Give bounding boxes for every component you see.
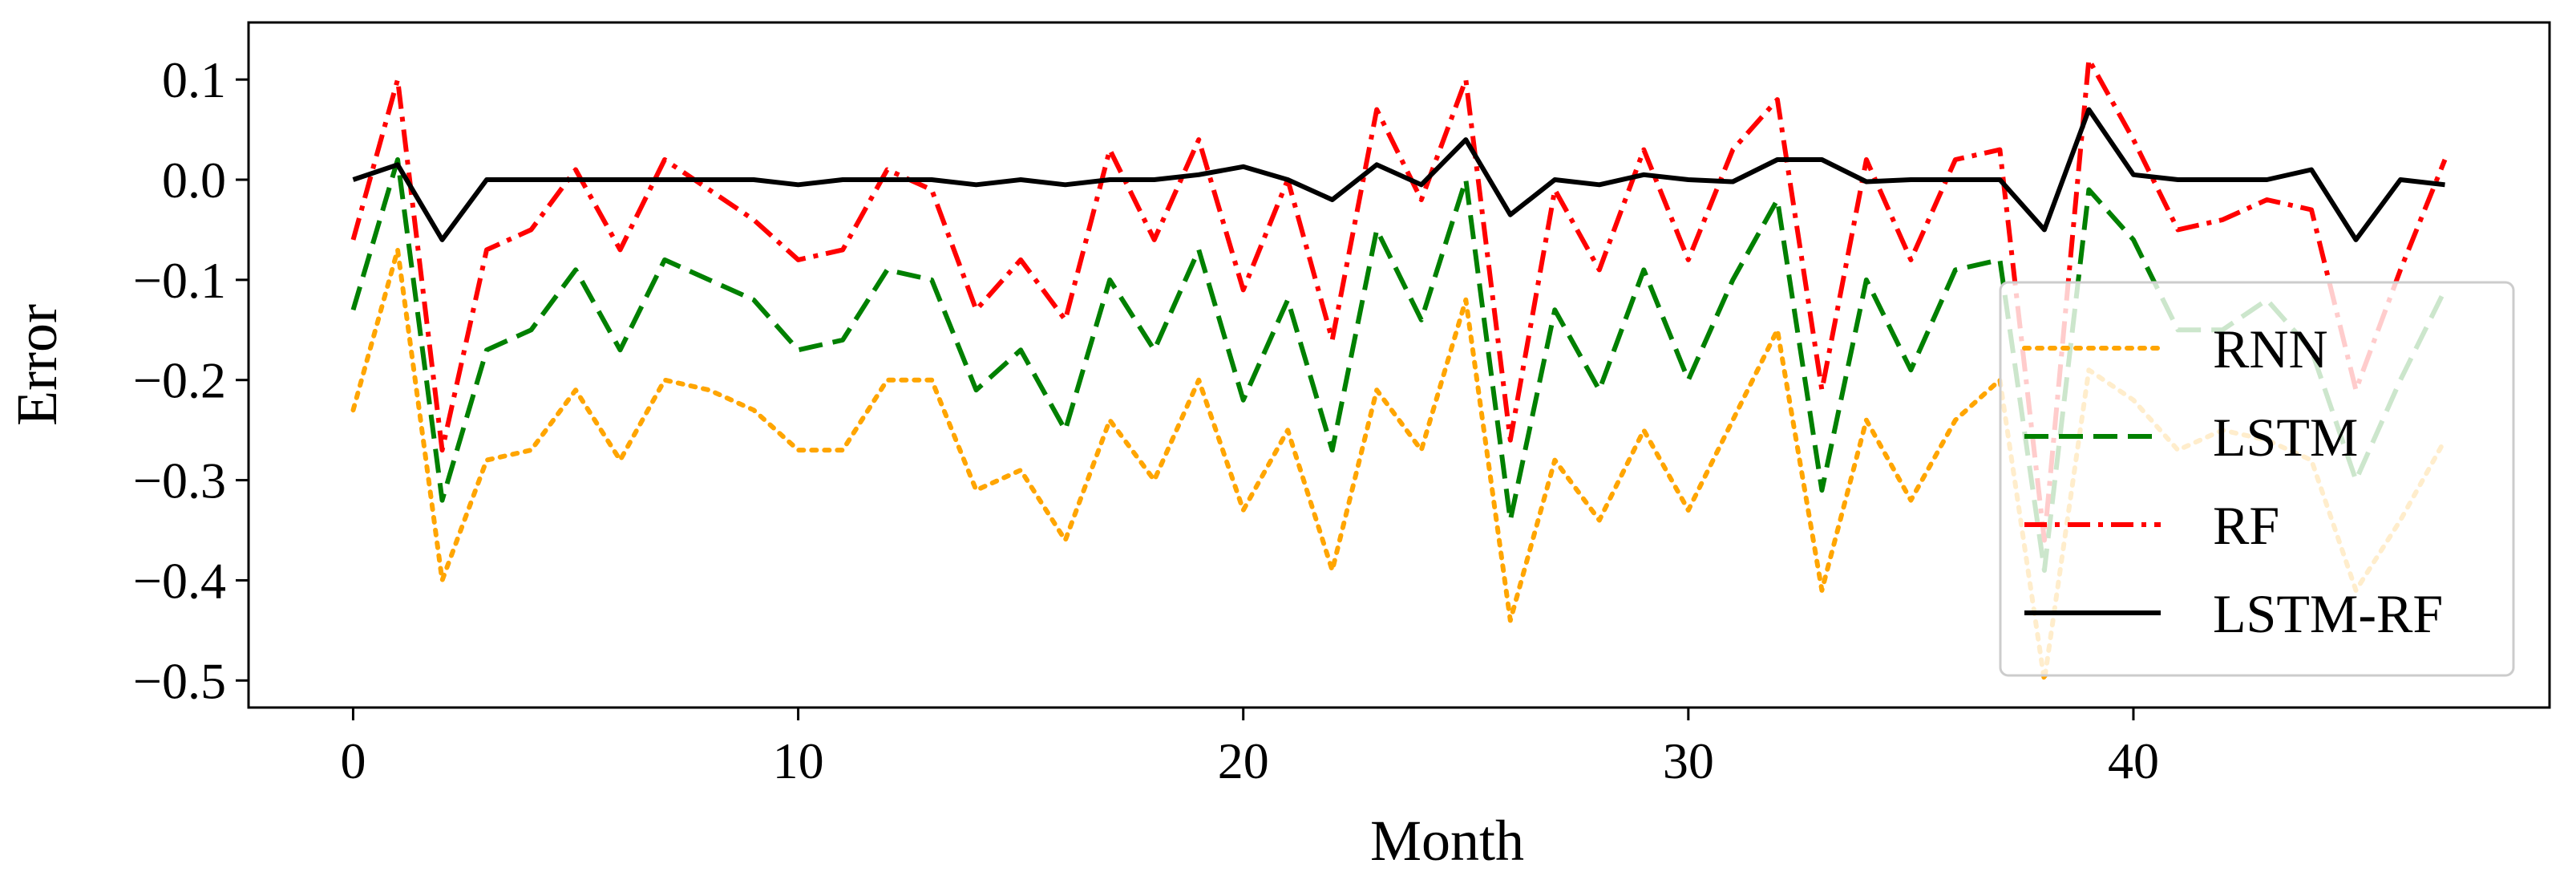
legend: RNN LSTM RF LSTM-RF xyxy=(1999,281,2515,677)
x-tick-label: 0 xyxy=(340,732,366,789)
series-line-lstm xyxy=(350,157,2448,573)
legend-box xyxy=(1999,281,2515,677)
x-tick-label: 20 xyxy=(1218,732,1269,789)
series-rf xyxy=(350,57,2448,543)
x-tick-label: 10 xyxy=(773,732,824,789)
x-tick-label: 40 xyxy=(2108,732,2159,789)
y-tick-label: −0.5 xyxy=(133,652,226,709)
y-tick-label: −0.3 xyxy=(133,452,226,509)
legend-label-rnn: RNN xyxy=(2213,318,2328,379)
plot-frame xyxy=(247,21,2551,709)
y-tick-label: 0.0 xyxy=(162,152,226,209)
series-rnn xyxy=(350,247,2448,683)
legend-label-rf: RF xyxy=(2213,495,2279,556)
series-line-rnn xyxy=(350,247,2448,683)
legend-label-lstm: LSTM xyxy=(2213,407,2358,468)
series-lstm-rf xyxy=(352,107,2445,242)
series-layer xyxy=(350,57,2448,683)
y-tick-label: −0.4 xyxy=(133,552,226,609)
series-line-rf xyxy=(350,57,2448,543)
series-lstm xyxy=(350,157,2448,573)
axes-layer: 0 10 20 30 40 0.1 0.0 −0.1 −0.2 −0.3 −0.4 −0.5 Month… xyxy=(5,21,2551,873)
y-tick-label: 0.1 xyxy=(162,51,226,108)
y-axis-title: Error xyxy=(5,304,69,426)
legend-label-lstm-rf: LSTM-RF xyxy=(2213,583,2443,644)
y-tick-label: −0.1 xyxy=(133,252,226,309)
x-axis-title: Month xyxy=(1370,809,1524,873)
x-tick-label: 30 xyxy=(1663,732,1714,789)
y-tick-label: −0.2 xyxy=(133,352,226,409)
series-line-lstm-rf xyxy=(352,107,2445,242)
